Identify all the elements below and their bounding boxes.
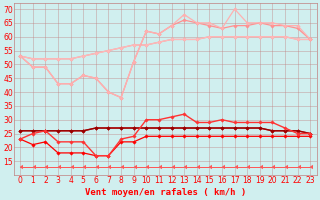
X-axis label: Vent moyen/en rafales ( km/h ): Vent moyen/en rafales ( km/h ) [84, 188, 246, 197]
